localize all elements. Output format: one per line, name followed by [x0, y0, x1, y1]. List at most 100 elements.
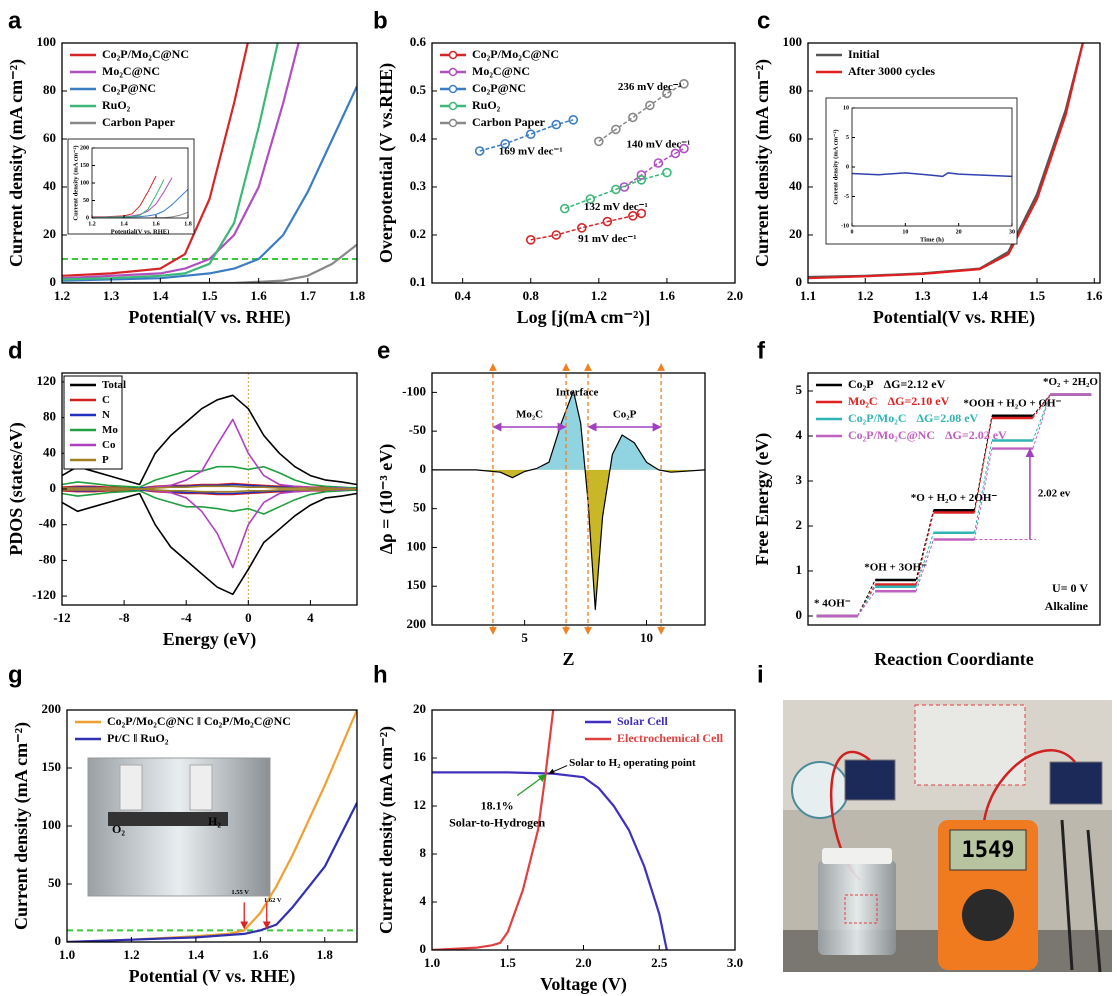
y-tick-label: 100 — [783, 34, 803, 49]
panel-label: b — [373, 7, 388, 34]
y-tick-label: 8 — [420, 845, 427, 860]
x-tick-label: 10 — [902, 229, 908, 235]
y-tick-label: 150 — [80, 163, 89, 169]
y-axis-label: Current density (mA cm⁻²) — [832, 129, 839, 204]
plot-frame — [431, 42, 736, 284]
level-connector — [973, 440, 993, 533]
legend-name: Mo₂C@NC — [472, 64, 530, 78]
data-point — [653, 158, 664, 168]
legend-label: Co — [102, 439, 116, 451]
data-line — [432, 771, 668, 950]
x-tick-label: 1.0 — [59, 947, 75, 962]
y-tick-label: 20 — [789, 226, 802, 241]
y-tick-label: 0.1 — [410, 274, 426, 289]
pdos-down — [62, 489, 357, 515]
area-fill — [432, 390, 705, 470]
y-tick-label: 0.6 — [410, 34, 427, 49]
plot-data — [432, 390, 705, 611]
fit-line — [598, 83, 685, 143]
data-point — [645, 100, 655, 111]
step-label: *O₂ + 2H₂O — [1043, 376, 1098, 388]
x-axis-label: Log [j(mA cm⁻²)] — [517, 307, 651, 328]
y-tick-label: 60 — [43, 130, 56, 145]
legend-name: Carbon Paper — [472, 115, 546, 129]
plot-frame — [807, 42, 1101, 284]
legend-label: RuO₂ — [102, 98, 131, 112]
legend-label: Co₂P/Mo₂C ΔG=2.08 eV — [848, 411, 979, 425]
note: U= 0 V — [1052, 581, 1088, 595]
photo-label: O₂ — [112, 822, 125, 836]
efficiency-value: 18.1% — [481, 798, 514, 812]
y-tick-label: 16 — [413, 749, 427, 764]
data-point — [636, 170, 647, 180]
photo-inset-electrode — [189, 764, 213, 811]
step-label: * 4OH⁻ — [814, 598, 851, 610]
y-tick-label: 0.4 — [410, 130, 427, 145]
x-axis-label: Potential (V vs. RHE) — [129, 966, 296, 987]
x-axis-label: Potential(V vs. RHE) — [128, 307, 290, 328]
data-point — [679, 143, 689, 154]
efficiency-arrow — [516, 774, 547, 797]
x-tick-label: 1.7 — [300, 288, 317, 303]
plot-data — [474, 79, 689, 245]
panel-label: c — [757, 7, 770, 34]
legend-label: Solar Cell — [617, 714, 668, 728]
slope-label: 91 mV dec⁻¹ — [578, 233, 636, 245]
x-tick-label: 3.0 — [727, 955, 743, 970]
plot-data — [92, 175, 188, 218]
level-connector — [1032, 394, 1051, 417]
legend-name: Solar Cell — [617, 714, 668, 728]
pdos-up — [62, 465, 357, 489]
plot-data — [432, 710, 668, 950]
x-tick-label: 1.2 — [88, 221, 96, 227]
note: Alkaline — [1045, 599, 1089, 613]
x-tick-label: -12 — [53, 610, 70, 625]
data-point — [662, 167, 672, 178]
x-tick-label: 1.5 — [1029, 288, 1046, 303]
level-connector — [1032, 394, 1051, 441]
panel-label: e — [377, 337, 390, 364]
data-point — [500, 139, 510, 149]
legend-name: P — [102, 454, 109, 466]
legend-swatch — [448, 50, 458, 60]
legend-label: Electrochemical Cell — [617, 731, 724, 745]
y-tick-label: 12 — [413, 797, 426, 812]
x-tick-label: 10 — [640, 630, 653, 645]
legend-dg: ΔG=2.12 eV — [884, 377, 946, 391]
x-tick-label: 1.2 — [857, 288, 873, 303]
photo-inset-electrode — [119, 764, 143, 811]
onset-label: 1.55 V — [231, 889, 249, 896]
y-axis-label: Current density (mA cm⁻²) — [72, 145, 79, 220]
legend-name: Co₂P/Mo₂C@NC ‖ Co₂P/Mo₂C@NC — [107, 714, 291, 728]
legend-dg: ΔG=2.08 eV — [917, 411, 979, 425]
x-axis-label: Energy (eV) — [163, 629, 256, 650]
y-tick-label: 5 — [846, 135, 849, 141]
x-tick-label: 1.5 — [201, 288, 218, 303]
y-tick-label: 0 — [420, 941, 427, 956]
legend-label: Mo₂C ΔG=2.10 eV — [848, 394, 950, 408]
plot-frame — [431, 709, 736, 951]
y-tick-label: 0.5 — [410, 82, 427, 97]
plot-data — [852, 172, 1012, 178]
plot-data — [62, 373, 357, 605]
x-tick-label: 0.8 — [523, 288, 540, 303]
inset-line — [852, 172, 1012, 178]
slope-label: 169 mV dec⁻¹ — [499, 146, 563, 158]
y-tick-label: 100 — [42, 817, 62, 832]
legend-name: RuO₂ — [472, 98, 501, 112]
level-connector — [973, 448, 993, 540]
y-tick-label: 60 — [789, 130, 802, 145]
legend-label: Initial — [848, 47, 880, 61]
y-tick-label: 0 — [86, 215, 89, 221]
legend-label: After 3000 cycles — [848, 64, 935, 78]
x-tick-label: 1.4 — [188, 947, 205, 962]
y-tick-label: -40 — [39, 516, 56, 531]
panel-label: a — [8, 7, 22, 34]
y-tick-label: 40 — [43, 444, 56, 459]
photo-panel: 1549 — [783, 700, 1112, 973]
x-tick-label: 1.6 — [659, 288, 676, 303]
legend-label: Mo₂C@NC — [102, 64, 160, 78]
legend-name: Carbon Paper — [102, 115, 176, 129]
probe — [1060, 819, 1102, 973]
y-tick-label: -10 — [841, 223, 849, 229]
